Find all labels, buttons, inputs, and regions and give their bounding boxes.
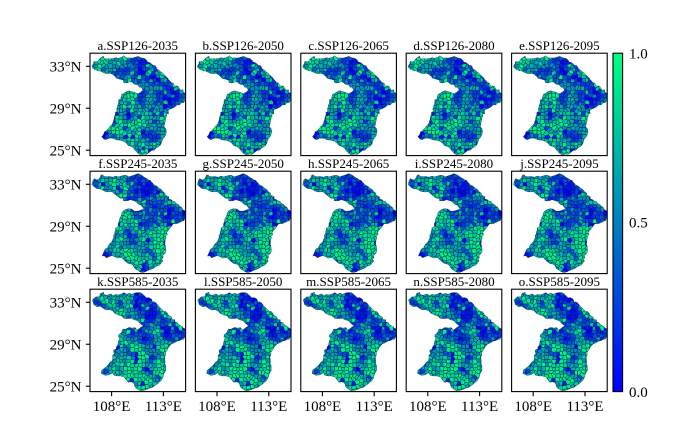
svg-text:33°N: 33°N [50,60,82,76]
svg-text:113°E: 113°E [566,399,603,415]
svg-text:113°E: 113°E [356,399,393,415]
svg-text:j.SSP245-2095: j.SSP245-2095 [519,156,598,171]
svg-text:25°N: 25°N [50,143,82,159]
svg-text:29°N: 29°N [50,219,82,235]
svg-text:b.SSP126-2050: b.SSP126-2050 [203,38,284,53]
svg-text:113°E: 113°E [461,399,498,415]
svg-text:108°E: 108°E [93,399,131,415]
svg-text:i.SSP245-2080: i.SSP245-2080 [415,156,493,171]
svg-text:108°E: 108°E [409,399,447,415]
svg-text:k.SSP585-2035: k.SSP585-2035 [97,274,178,289]
svg-text:e.SSP126-2095: e.SSP126-2095 [519,38,600,53]
svg-text:n.SSP585-2080: n.SSP585-2080 [413,274,494,289]
svg-text:0.0: 0.0 [629,385,648,401]
svg-text:a.SSP126-2035: a.SSP126-2035 [98,38,179,53]
svg-text:108°E: 108°E [198,399,236,415]
svg-text:f.SSP245-2035: f.SSP245-2035 [98,156,177,171]
svg-text:29°N: 29°N [50,337,82,353]
svg-text:33°N: 33°N [50,178,82,194]
svg-text:h.SSP245-2065: h.SSP245-2065 [308,156,389,171]
svg-text:0.5: 0.5 [629,216,648,232]
svg-text:o.SSP585-2095: o.SSP585-2095 [519,274,600,289]
svg-text:113°E: 113°E [250,399,287,415]
svg-text:d.SSP126-2080: d.SSP126-2080 [413,38,494,53]
svg-text:g.SSP245-2050: g.SSP245-2050 [203,156,284,171]
svg-text:c.SSP126-2065: c.SSP126-2065 [308,38,389,53]
svg-text:25°N: 25°N [50,261,82,277]
svg-text:33°N: 33°N [50,296,82,312]
svg-text:l.SSP585-2050: l.SSP585-2050 [204,274,282,289]
svg-text:1.0: 1.0 [629,47,648,63]
svg-text:108°E: 108°E [514,399,552,415]
svg-text:29°N: 29°N [50,101,82,117]
svg-text:108°E: 108°E [304,399,342,415]
svg-text:m.SSP585-2065: m.SSP585-2065 [306,274,391,289]
svg-text:113°E: 113°E [145,399,182,415]
svg-text:25°N: 25°N [50,379,82,395]
